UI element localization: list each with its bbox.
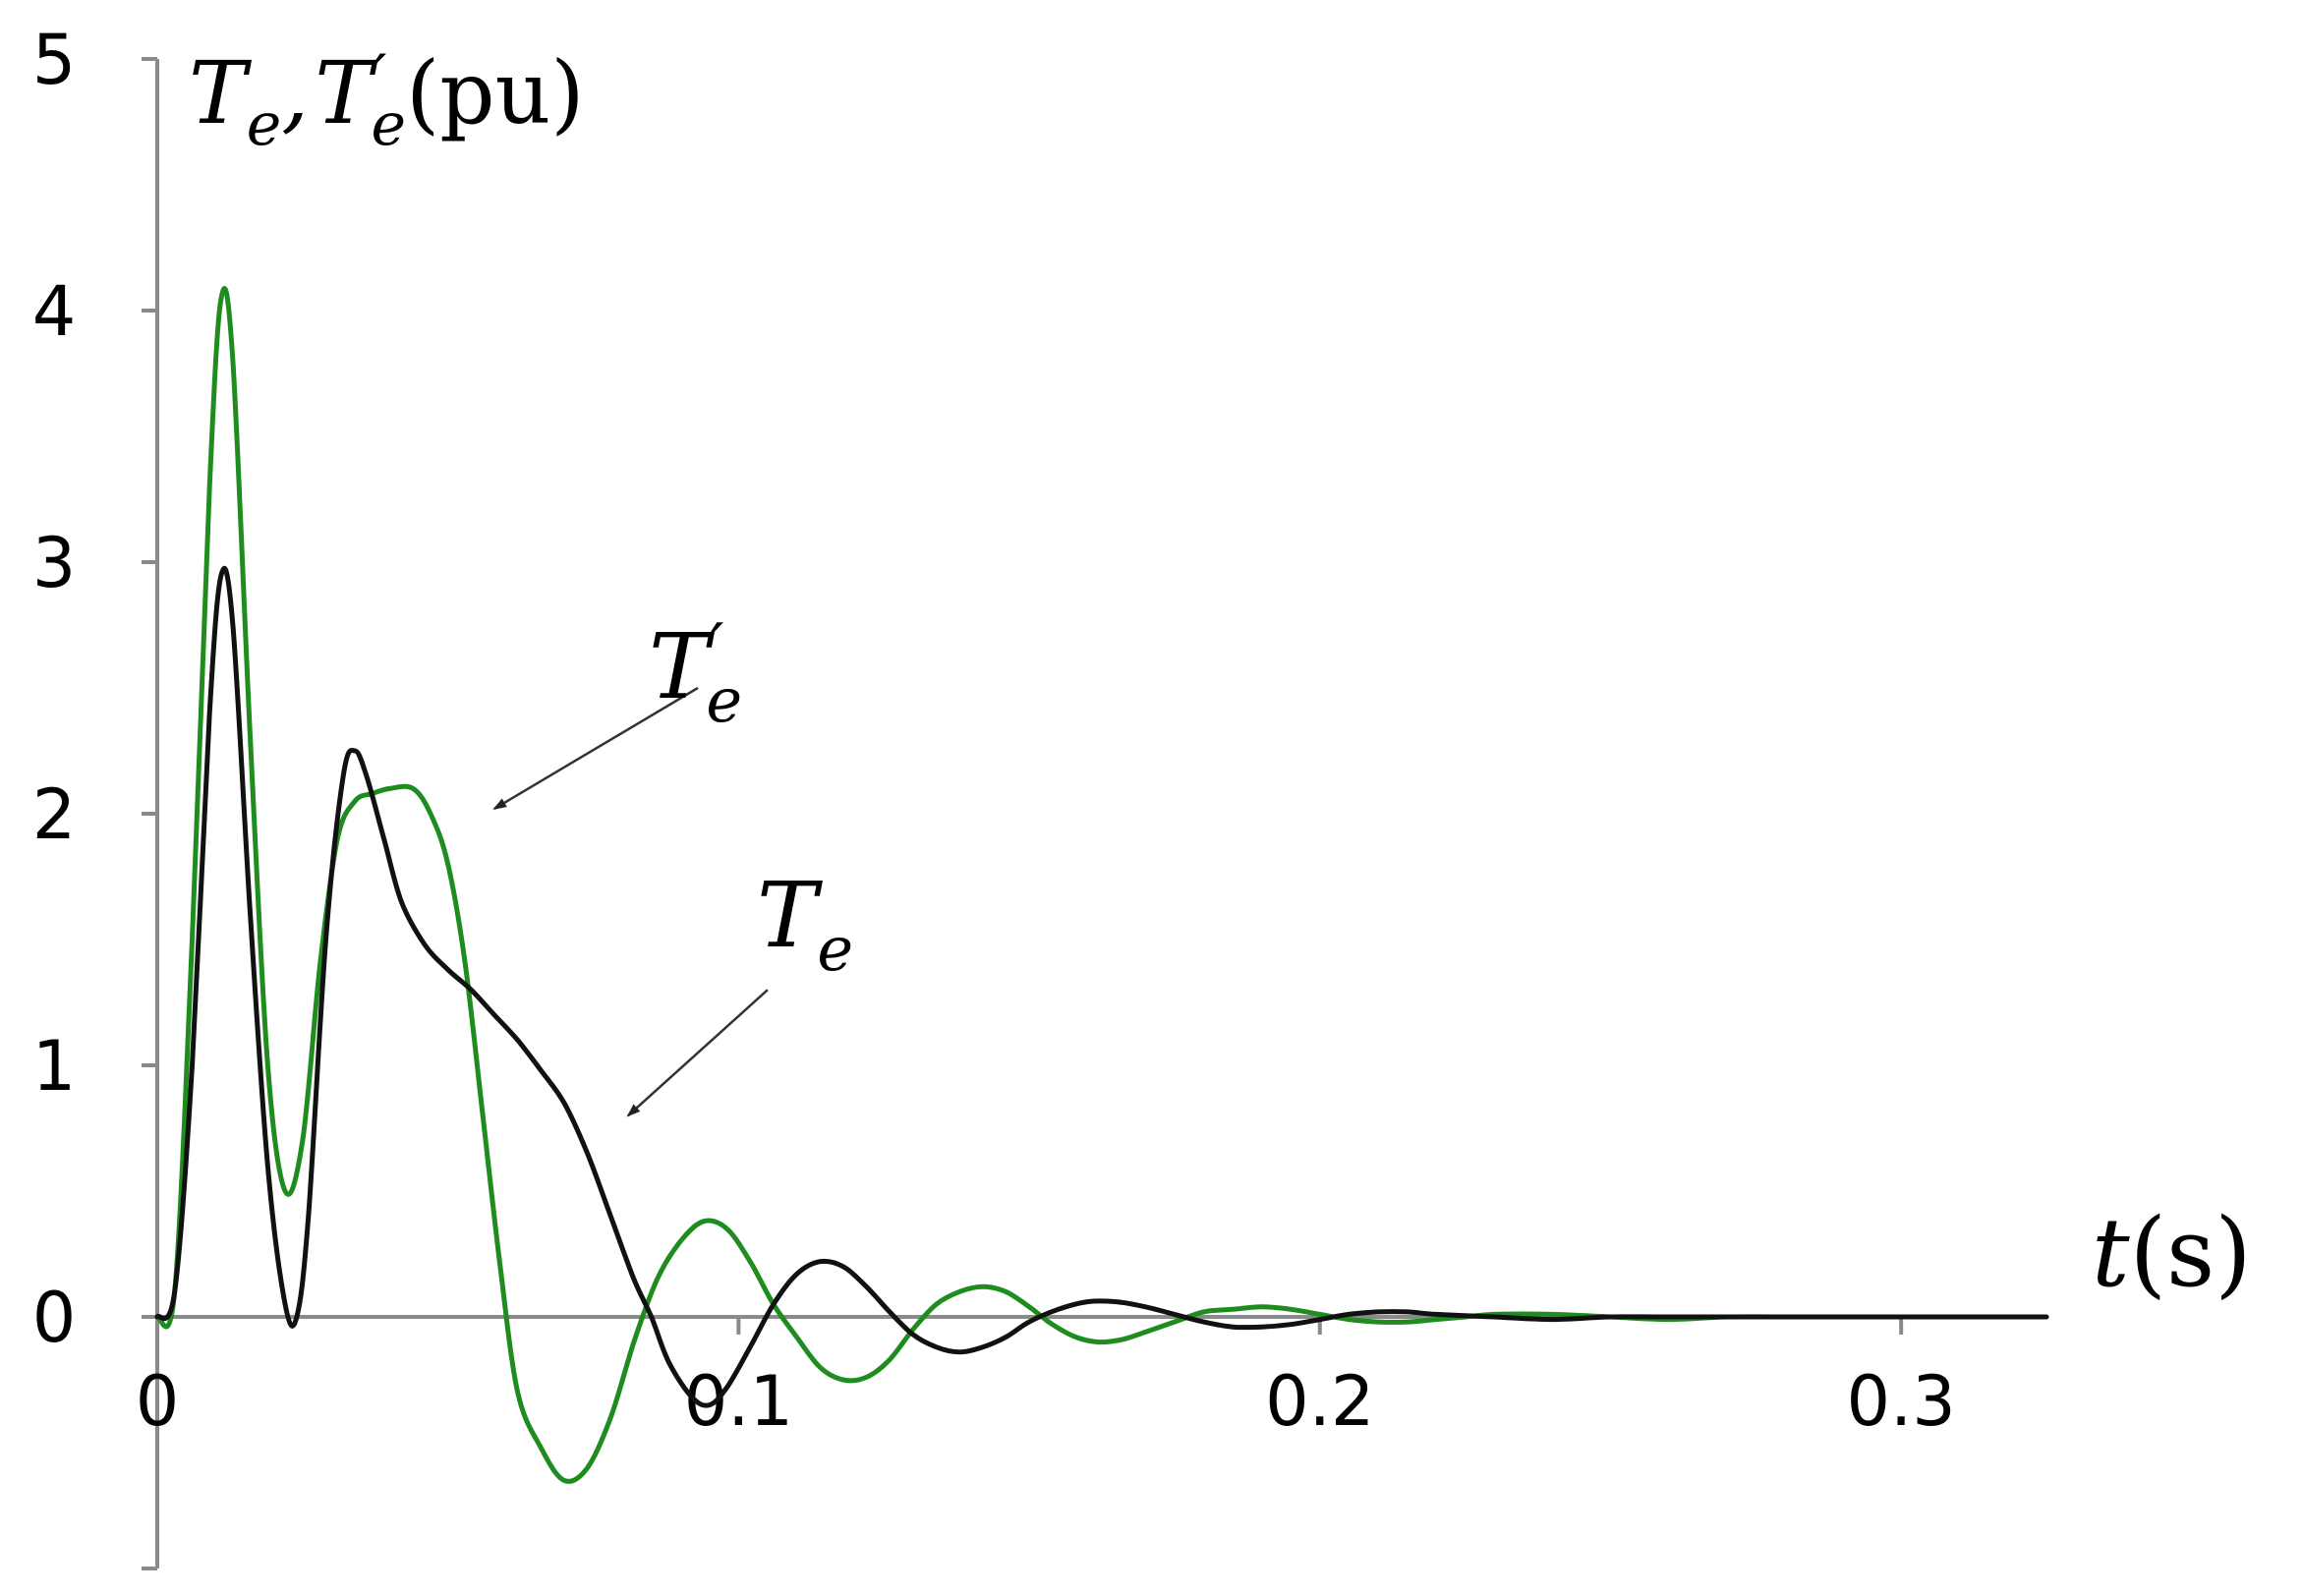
x-tick-label: 0	[136, 1361, 180, 1442]
annotations	[492, 686, 769, 1117]
y-axis-label: Te,T′ e(pu)	[189, 42, 585, 159]
y-label-sep: ,	[281, 42, 309, 143]
ticks: 0 1 2 3 4 5 0 0.1 0.2 0.3	[32, 20, 1956, 1570]
y-tick-label: 4	[32, 271, 77, 352]
y-label-sub1: e	[247, 90, 282, 159]
annotation-te-prime: T′ e	[649, 610, 742, 736]
y-tick-label: 5	[32, 20, 77, 100]
annotation-te: Te	[757, 863, 853, 985]
y-tick-label: 1	[32, 1026, 77, 1107]
x-axis-label: t(s)	[2092, 1198, 2252, 1308]
x-tick-label: 0.2	[1265, 1361, 1374, 1442]
y-tick-label: 3	[32, 523, 77, 603]
annotation-te-prime-main: T	[649, 614, 715, 719]
annotation-te-prime-prime: ′	[709, 610, 723, 686]
series-line-te	[154, 565, 2049, 1408]
annotation-te-sub: e	[817, 913, 853, 985]
annotation-arrow-te-prime-label	[492, 686, 699, 810]
y-label-sub2: e	[371, 90, 406, 159]
series	[154, 286, 2049, 1484]
series-line-te-prime	[154, 286, 2049, 1484]
x-tick-label: 0.3	[1846, 1361, 1955, 1442]
y-label-main: T	[189, 42, 253, 143]
y-tick-label: 0	[32, 1278, 77, 1358]
annotation-te-main: T	[757, 863, 823, 968]
y-label-unit: (pu)	[406, 42, 585, 143]
annotation-te-prime-sub: e	[706, 664, 742, 736]
x-tick-label: 0.1	[684, 1361, 793, 1442]
x-label-main: t	[2092, 1198, 2130, 1308]
y-tick-label: 2	[32, 774, 77, 855]
y-label-prime: ′	[373, 42, 387, 115]
x-label-unit: (s)	[2130, 1198, 2252, 1308]
annotation-arrow-te-label	[626, 989, 769, 1117]
y-label-main2: T	[315, 42, 378, 143]
